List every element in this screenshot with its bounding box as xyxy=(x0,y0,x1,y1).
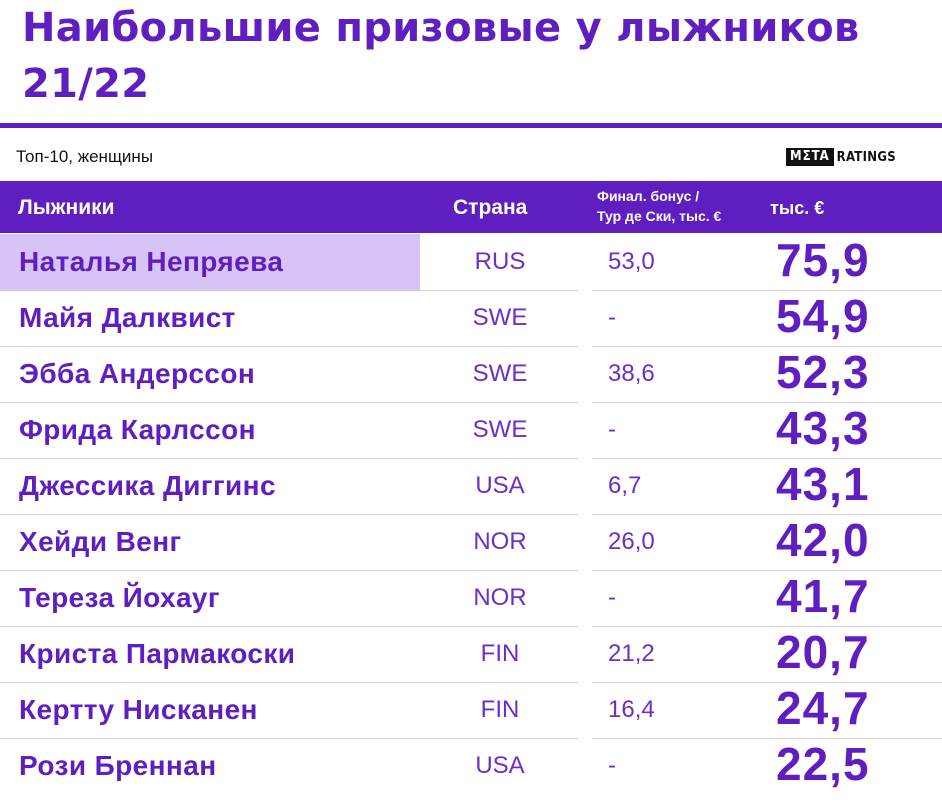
bonus-value: 16,4 xyxy=(608,696,655,723)
country-code: SWE xyxy=(472,360,528,387)
bonus-value: 53,0 xyxy=(608,248,655,275)
table-row: Эбба Андерссон SWE 38,6 52,3 xyxy=(0,346,942,403)
header-total: тыс. € xyxy=(770,198,825,218)
row-divider xyxy=(592,346,942,347)
row-divider xyxy=(592,738,942,739)
country-code: NOR xyxy=(473,528,527,555)
total-prize: 43,1 xyxy=(776,458,870,510)
page-title: Наибольшие призовые у лыжников 21/22 xyxy=(22,5,860,107)
total-prize: 41,7 xyxy=(776,570,870,622)
row-divider xyxy=(0,458,578,459)
skier-name: Хейди Венг xyxy=(19,526,182,557)
bonus-value: 26,0 xyxy=(608,528,655,555)
header-country: Страна xyxy=(453,196,528,219)
total-prize: 54,9 xyxy=(776,290,870,342)
country-code: USA xyxy=(475,472,525,499)
total-prize: 52,3 xyxy=(776,346,870,398)
bonus-value: 38,6 xyxy=(608,360,655,387)
skier-name: Эбба Андерссон xyxy=(19,358,256,389)
skier-name: Кертту Нисканен xyxy=(19,694,258,725)
logo-ratings-text: RATINGS xyxy=(836,149,896,165)
skier-name: Тереза Йохауг xyxy=(19,582,220,613)
country-code: FIN xyxy=(480,640,520,667)
row-divider xyxy=(592,458,942,459)
bonus-value: - xyxy=(608,752,616,779)
subtitle: Топ-10, женщины xyxy=(16,147,154,166)
table-row: Хейди Венг NOR 26,0 42,0 xyxy=(0,514,942,571)
row-divider xyxy=(0,290,578,291)
row-divider xyxy=(0,570,578,571)
table-header: Лыжники Страна Финал. бонус / Тур де Ски… xyxy=(0,181,942,233)
table-row: Джессика Диггинс USA 6,7 43,1 xyxy=(0,458,942,515)
table-row: Тереза Йохауг NOR - 41,7 xyxy=(0,570,942,627)
row-divider xyxy=(0,514,578,515)
header-bonus-line1: Финал. бонус / xyxy=(597,188,700,204)
bonus-value: - xyxy=(608,416,616,443)
total-prize: 24,7 xyxy=(776,682,870,734)
skier-name: Наталья Непряева xyxy=(19,246,284,277)
table-row: Кертту Нисканен FIN 16,4 24,7 xyxy=(0,682,942,739)
skier-name: Фрида Карлссон xyxy=(19,414,256,445)
row-divider xyxy=(592,570,942,571)
skier-name: Джессика Диггинс xyxy=(19,470,276,501)
bonus-value: 6,7 xyxy=(608,472,642,499)
bonus-value: 21,2 xyxy=(608,640,655,667)
country-code: RUS xyxy=(474,248,526,275)
metaratings-logo: MΣTA RATINGS xyxy=(786,147,896,167)
table-row: Рози Бреннан USA - 22,5 xyxy=(0,738,942,794)
country-code: NOR xyxy=(473,584,527,611)
title-divider xyxy=(0,123,942,128)
bonus-value: - xyxy=(608,584,616,611)
total-prize: 22,5 xyxy=(776,738,870,790)
header-name: Лыжники xyxy=(18,196,115,219)
row-divider xyxy=(592,514,942,515)
header-bonus-line2: Тур де Ски, тыс. € xyxy=(597,208,722,224)
country-code: USA xyxy=(475,752,525,779)
total-prize: 43,3 xyxy=(776,402,870,454)
row-highlight xyxy=(0,234,420,290)
row-divider xyxy=(0,738,578,739)
skier-name: Майя Далквист xyxy=(19,302,236,333)
total-prize: 42,0 xyxy=(776,514,870,566)
table-row: Фрида Карлссон SWE - 43,3 xyxy=(0,402,942,459)
row-divider xyxy=(0,682,578,683)
header-bonus: Финал. бонус / Тур де Ски, тыс. € xyxy=(597,186,721,226)
row-divider xyxy=(0,402,578,403)
table-row: Криста Пармакоски FIN 21,2 20,7 xyxy=(0,626,942,683)
country-code: FIN xyxy=(480,696,520,723)
bonus-value: - xyxy=(608,304,616,331)
row-divider xyxy=(592,682,942,683)
row-divider xyxy=(592,290,942,291)
row-divider xyxy=(592,626,942,627)
total-prize: 20,7 xyxy=(776,626,870,678)
table-row: Майя Далквист SWE - 54,9 xyxy=(0,290,942,347)
country-code: SWE xyxy=(472,304,528,331)
country-code: SWE xyxy=(472,416,528,443)
row-divider xyxy=(0,346,578,347)
logo-meta-text: MΣTA xyxy=(786,148,834,166)
row-divider xyxy=(0,626,578,627)
skier-name: Рози Бреннан xyxy=(19,750,217,781)
skier-name: Криста Пармакоски xyxy=(19,638,296,669)
table-row: Наталья Непряева RUS 53,0 75,9 xyxy=(0,234,942,291)
row-divider xyxy=(592,402,942,403)
total-prize: 75,9 xyxy=(776,234,870,286)
